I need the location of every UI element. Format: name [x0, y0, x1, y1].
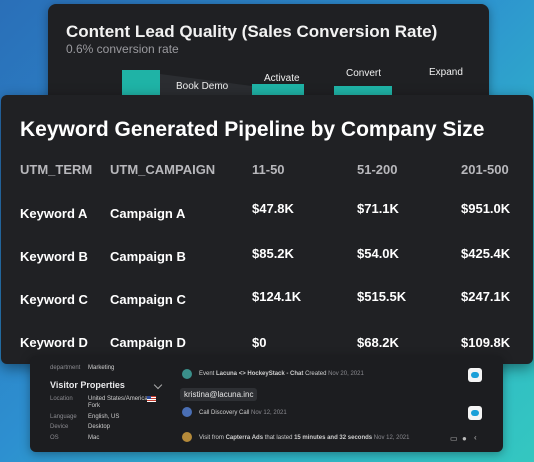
prop-value-language: English, US — [88, 414, 120, 420]
row-value-11-50: $47.8K — [252, 201, 294, 216]
row-value-201-500: $109.8K — [461, 335, 511, 350]
salesforce-icon[interactable] — [468, 368, 482, 382]
row-value-201-500: $247.1K — [461, 289, 511, 304]
funnel-title: Content Lead Quality (Sales Conversion R… — [66, 22, 438, 41]
row-value-11-50: $124.1K — [252, 289, 302, 304]
email-chip[interactable]: kristina@lacuna.inc — [180, 388, 258, 401]
visitor-properties-title[interactable]: Visitor Properties — [50, 380, 125, 390]
pipeline-table-card — [1, 95, 533, 364]
event-call[interactable]: Call Discovery Call Nov 12, 2021 — [199, 410, 287, 416]
row-term: Keyword D — [20, 335, 88, 350]
row-value-51-200: $68.2K — [357, 335, 399, 350]
event-chat[interactable]: Event Lacuna <> HockeyStack - Chat Creat… — [199, 371, 364, 377]
prop-value-location-2: Fork — [88, 403, 100, 409]
prop-label-location: Location — [50, 396, 73, 402]
prop-label-device: Device — [50, 424, 69, 430]
row-term: Keyword C — [20, 292, 88, 307]
event-visit[interactable]: Visit from Capterra Ads that lasted 15 m… — [199, 435, 410, 441]
col-header-11-50: 11-50 — [252, 162, 285, 177]
table-title: Keyword Generated Pipeline by Company Si… — [20, 118, 485, 141]
row-campaign: Campaign A — [110, 206, 186, 221]
col-header-201-500: 201-500 — [461, 162, 509, 177]
department-label: department — [50, 365, 81, 371]
row-campaign: Campaign C — [110, 292, 186, 307]
salesforce-icon[interactable] — [468, 406, 482, 420]
stage-activate: Activate — [264, 73, 300, 84]
prop-label-language: Language — [50, 414, 77, 420]
stage-book-demo: Book Demo — [176, 81, 229, 92]
col-header-utm-term: UTM_TERM — [20, 162, 93, 177]
call-event-icon — [182, 407, 192, 417]
col-header-utm-campaign: UTM_CAMPAIGN — [110, 162, 216, 177]
department-value: Marketing — [88, 365, 115, 371]
row-term: Keyword B — [20, 249, 88, 264]
prop-value-device: Desktop — [88, 424, 111, 430]
prop-label-os: OS — [50, 435, 59, 441]
row-value-11-50: $0 — [252, 335, 267, 350]
prop-value-os: Mac — [88, 435, 100, 441]
row-value-51-200: $515.5K — [357, 289, 407, 304]
row-campaign: Campaign B — [110, 249, 186, 264]
row-value-201-500: $425.4K — [461, 246, 511, 261]
chevron-left-icon[interactable]: ‹ — [474, 433, 477, 442]
row-value-51-200: $54.0K — [357, 246, 399, 261]
stage-expand: Expand — [429, 67, 463, 78]
apple-icon: ● — [462, 434, 467, 443]
stage-convert: Convert — [346, 68, 382, 79]
chevron-down-icon[interactable] — [153, 380, 163, 390]
crm-profile-card: department Marketing Visitor Properties … — [30, 356, 503, 452]
row-value-11-50: $85.2K — [252, 246, 294, 261]
row-campaign: Campaign D — [110, 335, 186, 350]
us-flag-icon — [147, 396, 156, 402]
row-value-51-200: $71.1K — [357, 201, 399, 216]
row-value-201-500: $951.0K — [461, 201, 511, 216]
col-header-51-200: 51-200 — [357, 162, 398, 177]
funnel-subtitle: 0.6% conversion rate — [66, 42, 179, 56]
chat-event-icon — [182, 369, 192, 379]
prop-value-location: United States/American — [88, 396, 152, 402]
monitor-icon: ▭ — [450, 434, 458, 443]
row-term: Keyword A — [20, 206, 88, 221]
visit-event-icon — [182, 432, 192, 442]
